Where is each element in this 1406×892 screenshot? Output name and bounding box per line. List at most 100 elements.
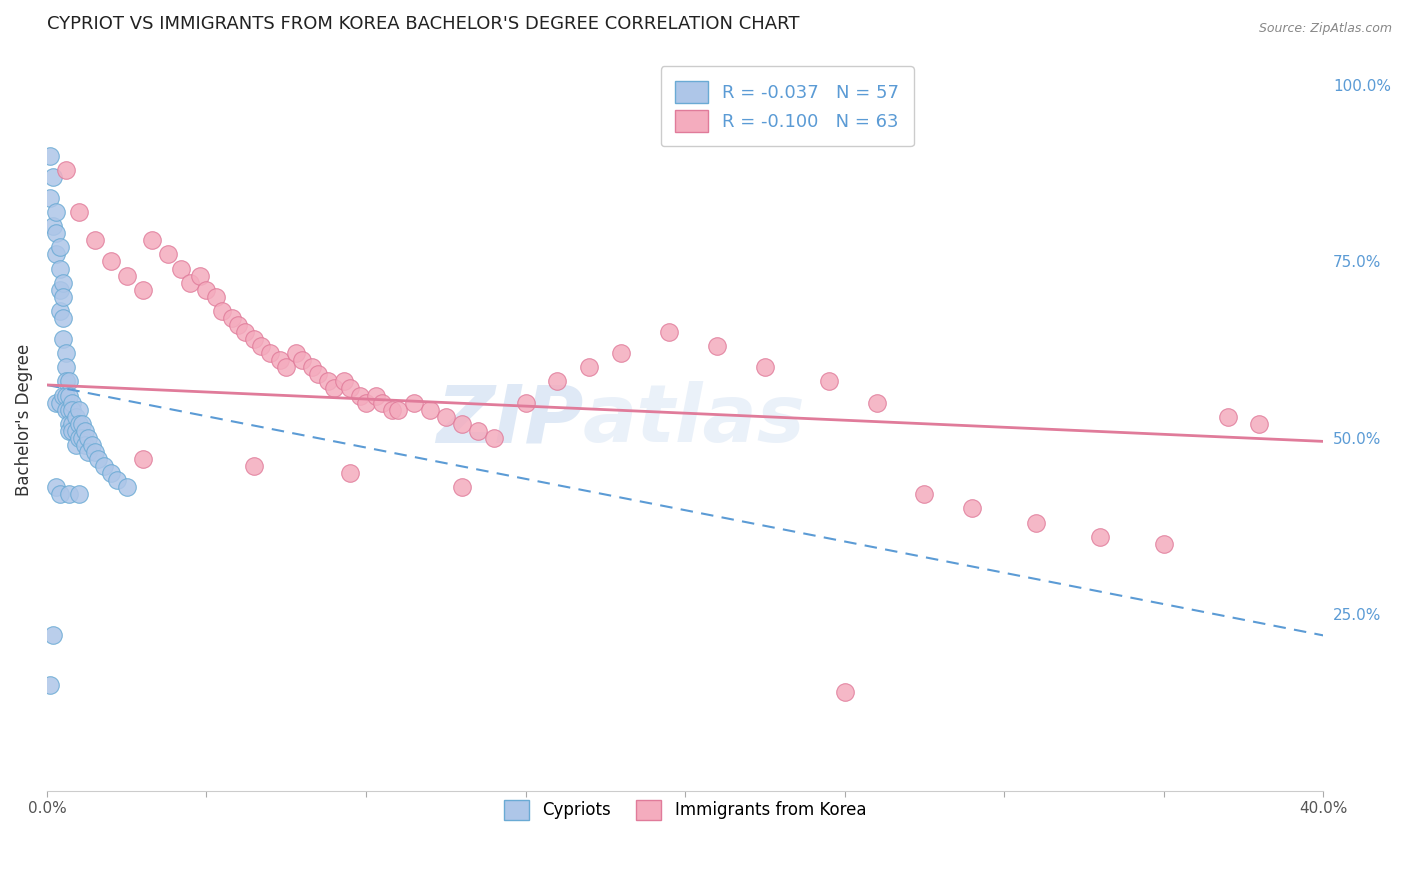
Point xyxy=(450,417,472,431)
Text: Source: ZipAtlas.com: Source: ZipAtlas.com xyxy=(1258,22,1392,36)
Point xyxy=(52,388,75,402)
Point xyxy=(610,346,633,360)
Point xyxy=(249,339,271,353)
Point xyxy=(55,375,77,389)
Point xyxy=(48,283,70,297)
Point xyxy=(83,445,105,459)
Point xyxy=(179,276,201,290)
Point xyxy=(387,402,409,417)
Point xyxy=(45,395,67,409)
Point xyxy=(100,466,122,480)
Point xyxy=(371,395,394,409)
Point xyxy=(67,417,90,431)
Point xyxy=(188,268,211,283)
Point xyxy=(402,395,425,409)
Point xyxy=(75,438,97,452)
Point xyxy=(323,382,346,396)
Point xyxy=(912,487,935,501)
Point xyxy=(45,205,67,219)
Point xyxy=(754,360,776,375)
Point xyxy=(45,480,67,494)
Point xyxy=(115,480,138,494)
Point xyxy=(55,162,77,177)
Point xyxy=(228,318,250,332)
Point xyxy=(243,332,266,346)
Point xyxy=(87,452,110,467)
Point xyxy=(70,417,93,431)
Point xyxy=(233,325,256,339)
Point xyxy=(58,487,80,501)
Point xyxy=(77,431,100,445)
Point xyxy=(65,438,87,452)
Point xyxy=(80,438,103,452)
Point xyxy=(1025,516,1047,530)
Point xyxy=(339,466,361,480)
Point xyxy=(58,388,80,402)
Point xyxy=(58,375,80,389)
Point xyxy=(221,310,243,325)
Point xyxy=(1153,537,1175,551)
Text: CYPRIOT VS IMMIGRANTS FROM KOREA BACHELOR'S DEGREE CORRELATION CHART: CYPRIOT VS IMMIGRANTS FROM KOREA BACHELO… xyxy=(46,15,800,33)
Point xyxy=(364,388,387,402)
Point xyxy=(865,395,887,409)
Point xyxy=(131,283,153,297)
Point xyxy=(48,240,70,254)
Point xyxy=(354,395,377,409)
Point xyxy=(67,205,90,219)
Point xyxy=(467,424,489,438)
Point xyxy=(349,388,371,402)
Point xyxy=(58,402,80,417)
Point xyxy=(157,247,180,261)
Point xyxy=(578,360,600,375)
Point xyxy=(45,247,67,261)
Point xyxy=(48,304,70,318)
Point xyxy=(316,375,339,389)
Point xyxy=(65,424,87,438)
Point xyxy=(419,402,441,417)
Point xyxy=(62,417,84,431)
Point xyxy=(70,431,93,445)
Point xyxy=(243,459,266,474)
Point xyxy=(515,395,537,409)
Point xyxy=(546,375,568,389)
Point xyxy=(276,360,298,375)
Point xyxy=(1216,409,1239,424)
Point xyxy=(269,353,291,368)
Point xyxy=(105,473,128,487)
Point xyxy=(65,409,87,424)
Point xyxy=(100,254,122,268)
Point xyxy=(48,261,70,276)
Point xyxy=(52,332,75,346)
Text: ZIP: ZIP xyxy=(436,381,583,459)
Point xyxy=(817,375,839,389)
Point xyxy=(1088,530,1111,544)
Point xyxy=(58,417,80,431)
Point xyxy=(62,424,84,438)
Point xyxy=(55,388,77,402)
Point xyxy=(284,346,307,360)
Point xyxy=(39,191,62,205)
Point xyxy=(62,395,84,409)
Point xyxy=(131,452,153,467)
Point xyxy=(48,487,70,501)
Point xyxy=(48,395,70,409)
Legend: Cypriots, Immigrants from Korea: Cypriots, Immigrants from Korea xyxy=(498,793,873,827)
Point xyxy=(62,402,84,417)
Point xyxy=(205,290,228,304)
Point xyxy=(658,325,681,339)
Point xyxy=(39,149,62,163)
Point xyxy=(42,628,65,642)
Point xyxy=(42,219,65,234)
Point xyxy=(434,409,457,424)
Point xyxy=(301,360,323,375)
Point xyxy=(45,227,67,241)
Point xyxy=(52,276,75,290)
Point xyxy=(67,402,90,417)
Point xyxy=(1249,417,1271,431)
Point xyxy=(170,261,193,276)
Point xyxy=(67,431,90,445)
Point xyxy=(93,459,115,474)
Point xyxy=(962,501,984,516)
Point xyxy=(141,233,163,247)
Point xyxy=(259,346,281,360)
